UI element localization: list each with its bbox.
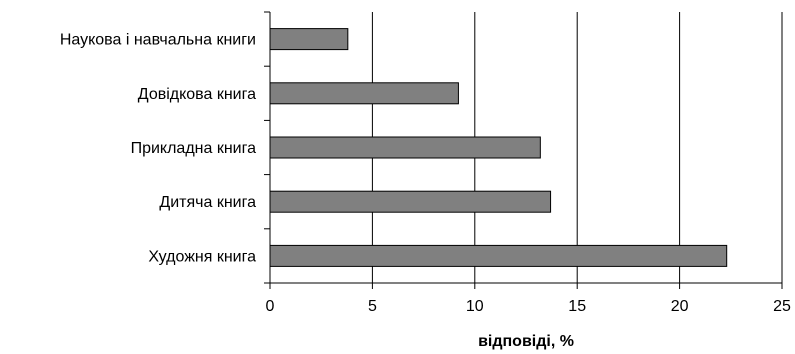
x-tick-label-10: 10 — [466, 298, 484, 315]
ticks — [264, 11, 783, 289]
x-axis-title: відповіді, % — [478, 333, 574, 350]
category-label-3: Дитяча книга — [159, 194, 256, 211]
x-tick-labels: 0 5 10 15 20 25 — [266, 298, 791, 315]
bar-2 — [269, 136, 541, 159]
x-tick-label-25: 25 — [773, 298, 791, 315]
category-labels: Наукова і навчальна книги Довідкова книга… — [60, 32, 256, 266]
x-tick-label-0: 0 — [266, 298, 275, 315]
category-label-0: Наукова і навчальна книги — [60, 32, 256, 49]
bar-4 — [269, 244, 728, 267]
category-label-1: Довідкова книга — [138, 86, 256, 103]
axes — [269, 12, 782, 284]
x-tick-label-20: 20 — [671, 298, 689, 315]
bars — [269, 28, 728, 267]
gridlines — [371, 12, 783, 283]
category-label-2: Прикладна книга — [131, 140, 257, 157]
x-tick-label-5: 5 — [368, 298, 377, 315]
x-tick-label-15: 15 — [568, 298, 586, 315]
bar-0 — [269, 28, 349, 51]
bar-3 — [269, 190, 552, 213]
category-label-4: Художня книга — [148, 248, 256, 265]
bar-1 — [269, 82, 459, 105]
